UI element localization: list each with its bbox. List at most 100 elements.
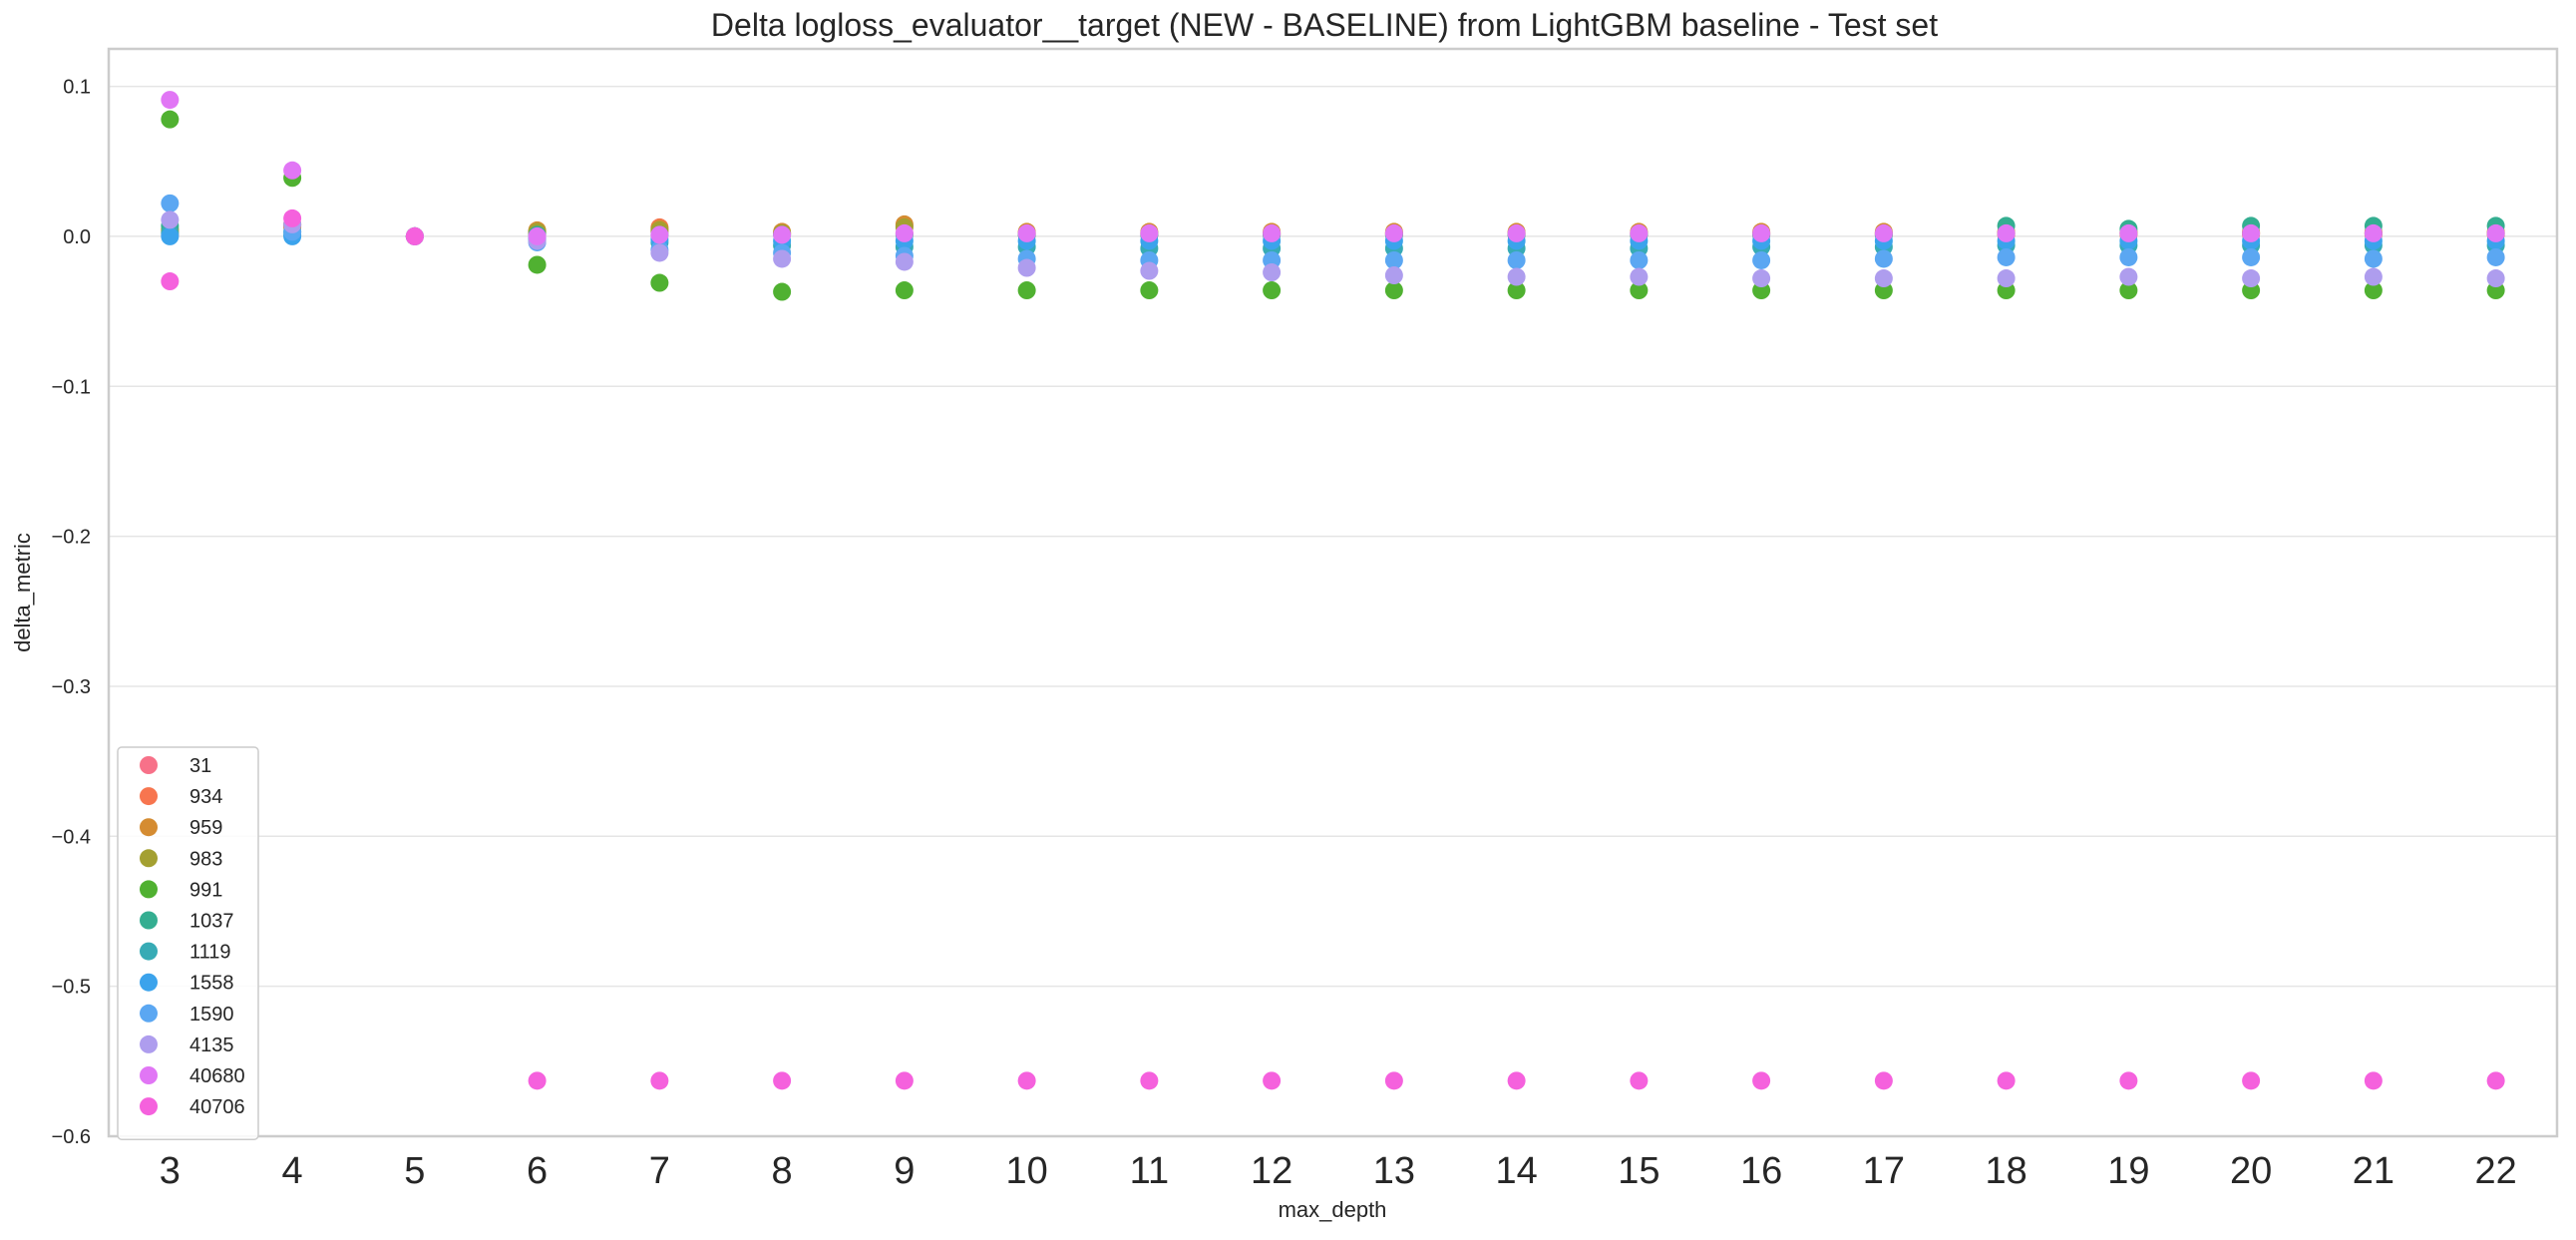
data-point — [895, 252, 914, 271]
data-point — [1507, 281, 1526, 300]
legend-marker — [140, 942, 158, 961]
data-point — [2119, 1071, 2138, 1090]
data-point — [528, 226, 547, 245]
data-point — [1997, 1071, 2016, 1090]
data-point — [1017, 223, 1036, 242]
legend-label: 1590 — [189, 1004, 234, 1026]
data-point — [895, 223, 914, 242]
legend-item: 991 — [140, 879, 222, 901]
data-point — [1384, 250, 1403, 269]
legend-item: 40680 — [140, 1065, 245, 1087]
data-point — [1752, 1071, 1771, 1090]
data-point — [650, 1071, 669, 1090]
x-tick-label: 7 — [649, 1150, 670, 1192]
legend-marker — [140, 1097, 158, 1116]
legend-item: 934 — [140, 786, 222, 808]
data-point — [2242, 247, 2261, 266]
y-tick-label: −0.6 — [52, 1126, 91, 1148]
data-point — [2486, 223, 2505, 242]
data-point — [1507, 1071, 1526, 1090]
data-point — [2486, 1071, 2505, 1090]
legend-label: 983 — [189, 848, 222, 870]
data-point — [1263, 223, 1282, 242]
legend-marker — [140, 818, 158, 837]
data-point — [650, 273, 669, 292]
data-point — [650, 243, 669, 262]
legend-marker — [140, 787, 158, 806]
data-point — [528, 255, 547, 274]
x-tick-label: 8 — [772, 1150, 793, 1192]
x-tick-label: 11 — [1130, 1150, 1169, 1192]
data-point — [161, 226, 180, 245]
data-point — [1017, 258, 1036, 277]
data-point — [1630, 281, 1649, 300]
data-point — [1630, 250, 1649, 269]
legend-item: 1558 — [140, 973, 234, 995]
x-tick-label: 12 — [1251, 1150, 1292, 1192]
x-tick-label: 3 — [160, 1150, 181, 1192]
data-point — [1507, 250, 1526, 269]
y-tick-label: −0.1 — [52, 376, 91, 398]
data-point — [1997, 247, 2016, 266]
data-point — [161, 91, 180, 110]
data-point — [2364, 281, 2383, 300]
data-point — [1140, 223, 1159, 242]
data-point — [1630, 267, 1649, 286]
y-tick-label: −0.4 — [52, 826, 91, 848]
data-point — [2242, 269, 2261, 288]
legend-label: 934 — [189, 786, 222, 808]
legend-label: 991 — [189, 879, 222, 901]
data-point — [161, 272, 180, 291]
data-point — [773, 282, 792, 301]
data-point — [1752, 223, 1771, 242]
legend-label: 1558 — [189, 973, 234, 995]
data-point — [2242, 1071, 2261, 1090]
data-point — [2486, 269, 2505, 288]
data-point — [528, 1071, 547, 1090]
y-tick-label: 0.1 — [63, 77, 91, 99]
data-point — [2364, 267, 2383, 286]
x-tick-label: 5 — [404, 1150, 425, 1192]
data-point — [161, 194, 180, 212]
data-point — [1630, 1071, 1649, 1090]
data-point — [1384, 223, 1403, 242]
data-point — [773, 225, 792, 244]
x-tick-label: 17 — [1863, 1150, 1905, 1192]
legend-label: 40706 — [189, 1096, 245, 1118]
y-tick-label: −0.3 — [52, 676, 91, 698]
data-point — [2364, 1071, 2383, 1090]
legend-marker — [140, 1066, 158, 1084]
data-point — [1997, 269, 2016, 288]
x-tick-label: 18 — [1985, 1150, 2026, 1192]
x-tick-label: 22 — [2474, 1150, 2516, 1192]
data-point — [1507, 223, 1526, 242]
y-tick-label: 0.0 — [63, 226, 91, 248]
legend-item: 1590 — [140, 1004, 234, 1026]
data-point — [2486, 247, 2505, 266]
data-point — [2119, 267, 2138, 286]
legend-item: 959 — [140, 817, 222, 839]
x-tick-label: 10 — [1005, 1150, 1047, 1192]
data-point — [2364, 249, 2383, 268]
data-point — [2119, 223, 2138, 242]
legend-item: 1119 — [140, 942, 231, 964]
data-point — [1752, 269, 1771, 288]
x-axis-label: max_depth — [1279, 1197, 1387, 1222]
x-tick-label: 9 — [894, 1150, 915, 1192]
legend-label: 31 — [189, 755, 211, 777]
data-point — [2242, 223, 2261, 242]
data-point — [1752, 250, 1771, 269]
x-tick-label: 21 — [2353, 1150, 2394, 1192]
legend-item: 31 — [140, 755, 211, 777]
data-point — [773, 1071, 792, 1090]
x-tick-label: 19 — [2107, 1150, 2149, 1192]
x-tick-label: 4 — [282, 1150, 303, 1192]
data-point — [1874, 269, 1893, 288]
legend-label: 40680 — [189, 1065, 245, 1087]
data-point — [283, 161, 302, 180]
legend-marker — [140, 911, 158, 930]
legend-marker — [140, 1034, 158, 1053]
data-point — [2364, 223, 2383, 242]
data-point — [2119, 281, 2138, 300]
